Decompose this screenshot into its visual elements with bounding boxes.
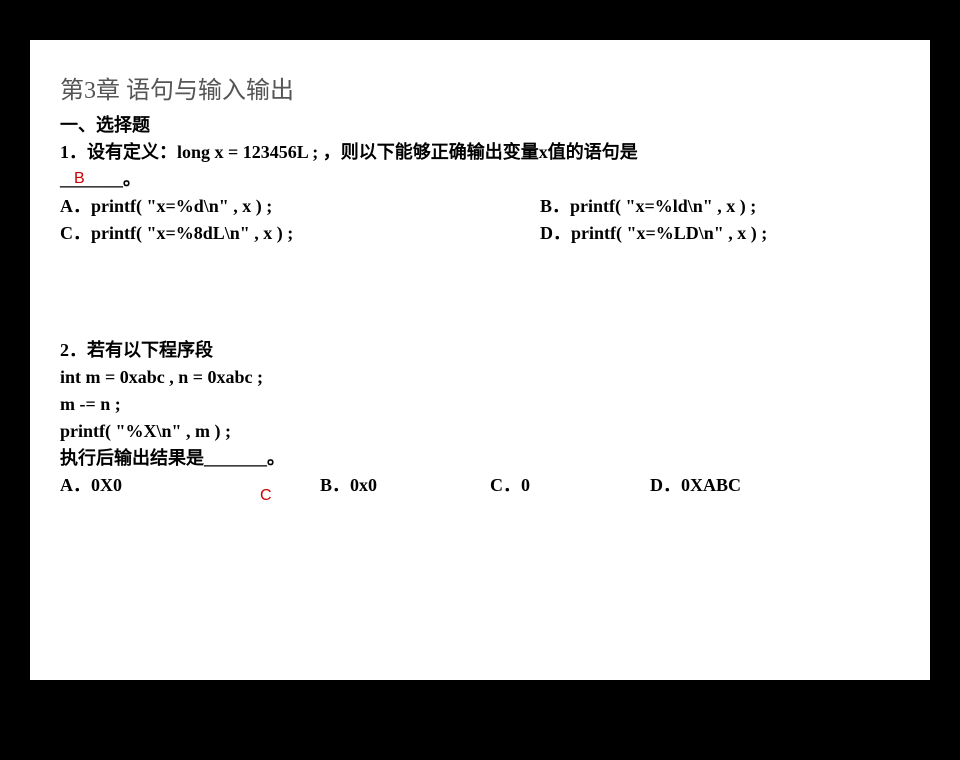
q1-option-c: C．printf( "x=%8dL\n" , x ) ; (60, 220, 540, 247)
q2-option-b: B．0x0 (320, 472, 490, 499)
q1-stem: 1．设有定义：long x = 123456L ; ，则以下能够正确输出变量x值… (60, 139, 900, 166)
q2-stem: 2．若有以下程序段 (60, 337, 900, 364)
spacer (60, 247, 900, 337)
q1-answer: B (74, 170, 85, 188)
q2-result-label: 执行后输出结果是_______。 (60, 445, 900, 472)
q2-code-line2: m -= n ; (60, 391, 900, 418)
q1-option-b: B．printf( "x=%ld\n" , x ) ; (540, 193, 900, 220)
q2-option-a: A．0X0 (60, 472, 320, 499)
q1-options-row1: A．printf( "x=%d\n" , x ) ; B．printf( "x=… (60, 193, 900, 220)
q1-option-a: A．printf( "x=%d\n" , x ) ; (60, 193, 540, 220)
q2-option-c: C．0 (490, 472, 650, 499)
q1-blank: _______。 (60, 166, 900, 193)
q2-options-row: A．0X0 B．0x0 C．0 D．0XABC (60, 472, 900, 499)
q1-options-row2: C．printf( "x=%8dL\n" , x ) ; D．printf( "… (60, 220, 900, 247)
document-page: 第3章 语句与输入输出 一、选择题 1．设有定义：long x = 123456… (30, 40, 930, 680)
section-title: 一、选择题 (60, 111, 900, 137)
q2-code-line1: int m = 0xabc , n = 0xabc ; (60, 364, 900, 391)
q2-code-line3: printf( "%X\n" , m ) ; (60, 418, 900, 445)
q2-option-d: D．0XABC (650, 472, 900, 499)
chapter-title: 第3章 语句与输入输出 (60, 70, 900, 105)
q1-option-d: D．printf( "x=%LD\n" , x ) ; (540, 220, 900, 247)
q2-answer: C (260, 487, 272, 505)
